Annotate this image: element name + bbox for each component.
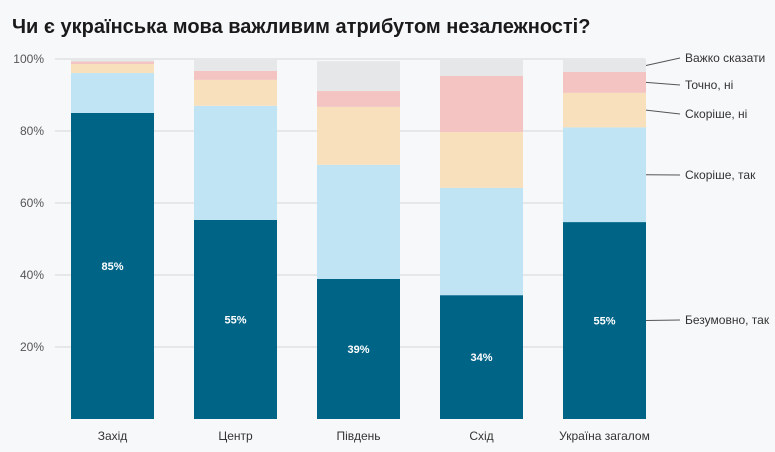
bar-segment xyxy=(440,59,523,76)
bar-segment xyxy=(440,132,523,188)
bar-segment xyxy=(71,73,154,113)
y-tick-label: 40% xyxy=(20,268,44,282)
bar-segment xyxy=(194,79,277,106)
bar-segment xyxy=(194,219,277,419)
y-tick-label: 60% xyxy=(20,196,44,210)
legend-leader-line xyxy=(645,57,681,66)
data-label: 34% xyxy=(470,352,492,364)
bar-segment xyxy=(71,59,154,62)
bar-segment xyxy=(194,70,277,80)
y-tick-label: 20% xyxy=(20,340,44,354)
bar-segment xyxy=(563,222,646,419)
bar-segment xyxy=(317,106,400,165)
bar-segment xyxy=(317,91,400,107)
bar-segment xyxy=(71,61,154,65)
legend-label: Важко сказати xyxy=(685,51,765,65)
x-tick-label: Південь xyxy=(336,429,380,443)
legend-leader-line xyxy=(645,319,681,322)
bar-segment xyxy=(317,61,400,92)
bar-segment xyxy=(440,75,523,133)
data-label: 55% xyxy=(593,316,615,328)
data-label: 85% xyxy=(101,261,123,273)
bar-segment xyxy=(563,92,646,128)
bar-segment xyxy=(563,59,646,72)
legend-label: Скоріше, так xyxy=(685,168,756,182)
x-tick-label: Центр xyxy=(218,429,253,443)
bar-segment xyxy=(317,278,400,419)
data-label: 39% xyxy=(347,344,369,356)
legend-label: Безумовно, так xyxy=(685,313,770,327)
y-tick-label: 80% xyxy=(20,124,44,138)
bar-segment xyxy=(563,127,646,223)
legend-label: Скоріше, ні xyxy=(685,107,747,121)
legend-leader-line xyxy=(645,81,681,86)
bar-segment xyxy=(194,59,277,71)
bar-segment xyxy=(440,187,523,296)
data-label: 55% xyxy=(224,314,246,326)
bar-segment xyxy=(440,295,523,419)
bar-segment xyxy=(317,164,400,279)
bar-segment xyxy=(563,71,646,93)
x-tick-label: Захід xyxy=(98,429,128,443)
legend-leader-line xyxy=(645,109,681,115)
x-tick-label: Україна загалом xyxy=(559,429,650,443)
y-tick-label: 100% xyxy=(13,52,44,66)
bar-segment xyxy=(71,64,154,74)
legend-label: Точно, ні xyxy=(685,78,733,92)
chart-title: Чи є українська мова важливим атрибутом … xyxy=(12,16,591,38)
bar-segment xyxy=(194,105,277,220)
x-tick-label: Схід xyxy=(469,429,493,443)
bar-segment xyxy=(71,113,154,419)
